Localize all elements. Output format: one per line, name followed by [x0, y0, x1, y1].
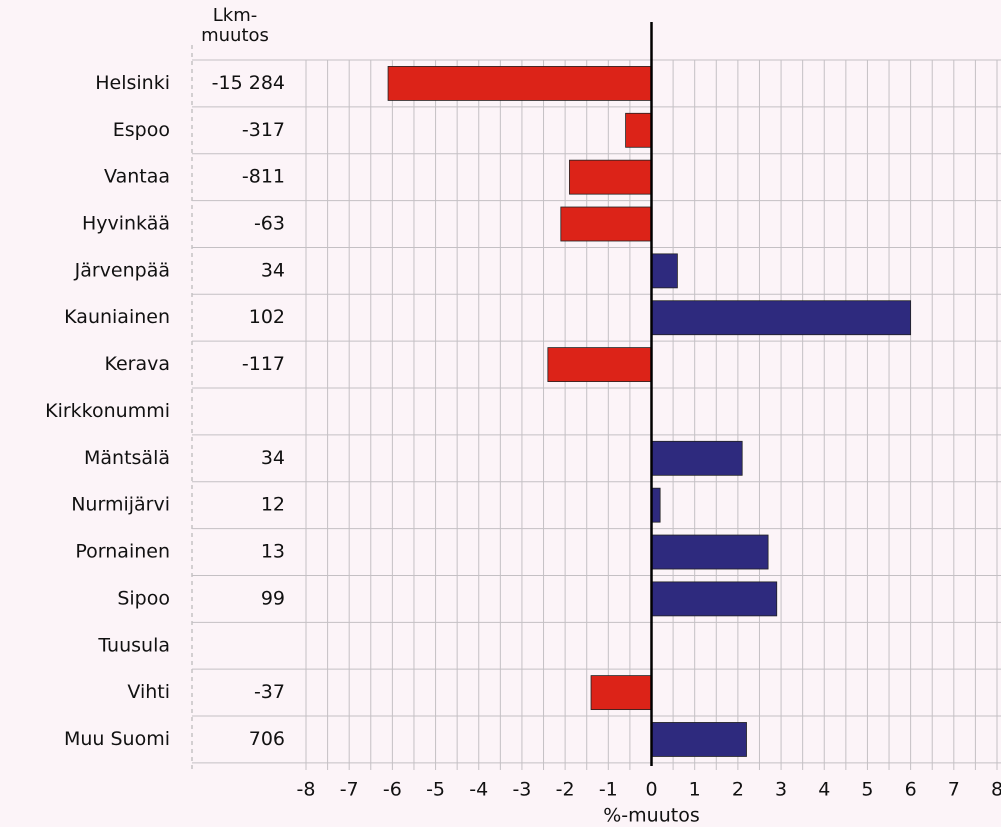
- count-label: -37: [254, 681, 285, 703]
- x-tick-label: 2: [732, 779, 744, 801]
- bar: [651, 534, 769, 570]
- bar: [651, 487, 661, 523]
- count-label: -15 284: [212, 72, 285, 94]
- bar: [625, 112, 652, 148]
- bar: [387, 66, 652, 101]
- category-label: Vihti: [127, 681, 170, 703]
- category-label: Helsinki: [95, 72, 170, 94]
- x-tick-label: 1: [689, 779, 701, 801]
- count-header: Lkm-muutos: [201, 5, 269, 46]
- bar: [569, 159, 652, 195]
- category-label: Espoo: [113, 119, 170, 141]
- x-tick-label: -2: [556, 779, 575, 801]
- count-label: 34: [261, 259, 285, 281]
- category-label: Pornainen: [75, 541, 170, 563]
- bar: [651, 440, 743, 476]
- x-tick-label: 6: [905, 779, 917, 801]
- category-label: Vantaa: [104, 166, 170, 188]
- x-tick-label: -7: [340, 779, 359, 801]
- category-label: Mäntsälä: [84, 447, 170, 469]
- x-tick-label: -4: [469, 779, 488, 801]
- bar: [590, 675, 652, 711]
- category-label: Kirkkonummi: [45, 400, 170, 422]
- category-label: Muu Suomi: [64, 728, 170, 750]
- count-label: 13: [261, 541, 285, 563]
- x-axis-label: %-muutos: [603, 805, 699, 827]
- x-tick-label: 5: [861, 779, 873, 801]
- x-tick-label: -1: [599, 779, 618, 801]
- category-label: Hyvinkää: [82, 213, 170, 235]
- bar: [651, 722, 747, 757]
- x-tick-label: -8: [297, 779, 316, 801]
- x-tick-label: 3: [775, 779, 787, 801]
- bar: [560, 206, 652, 242]
- category-label: Kauniainen: [64, 306, 170, 328]
- x-tick-label: -6: [383, 779, 402, 801]
- bar: [651, 581, 778, 617]
- count-label: -317: [242, 119, 285, 141]
- category-label: Järvenpää: [74, 259, 170, 281]
- x-tick-label: 0: [645, 779, 657, 801]
- bar: [651, 253, 678, 289]
- count-label: -63: [254, 213, 285, 235]
- count-label: 99: [261, 587, 285, 609]
- count-label: 706: [249, 728, 285, 750]
- count-label: 102: [249, 306, 285, 328]
- x-tick-label: -3: [512, 779, 531, 801]
- category-label: Tuusula: [97, 634, 170, 656]
- bar: [651, 300, 912, 336]
- category-label: Nurmijärvi: [71, 494, 170, 516]
- x-tick-label: 7: [948, 779, 960, 801]
- category-label: Sipoo: [117, 587, 170, 609]
- count-label: -811: [242, 166, 285, 188]
- x-tick-label: 4: [818, 779, 830, 801]
- count-label: 34: [261, 447, 285, 469]
- category-label: Kerava: [104, 353, 170, 375]
- x-tick-label: -5: [426, 779, 445, 801]
- bar: [547, 347, 652, 382]
- count-label: 12: [261, 494, 285, 516]
- x-tick-label: 8: [991, 779, 1001, 801]
- count-label: -117: [242, 353, 285, 375]
